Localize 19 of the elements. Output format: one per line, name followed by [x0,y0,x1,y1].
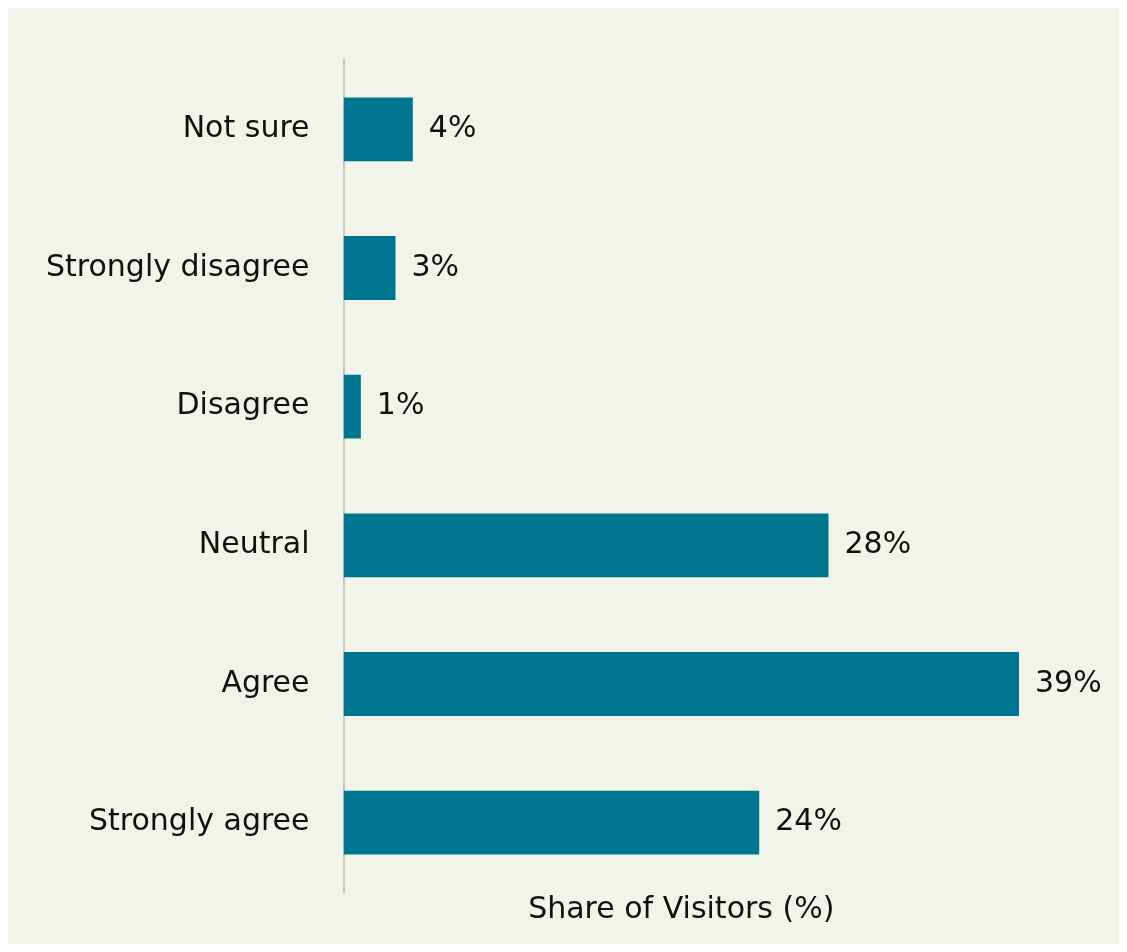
bar [343,374,361,439]
y-tick-label: Strongly agree [88,802,310,838]
data-label: 3% [411,247,460,283]
bar [343,652,1019,716]
y-tick-label: Agree [221,663,310,699]
x-axis-title: Share of Visitors (%) [528,889,835,925]
bar [343,513,829,578]
y-tick-label: Neutral [198,525,310,561]
data-label: 24% [775,802,842,838]
y-tick-label: Not sure [182,109,310,145]
data-label: 39% [1035,663,1102,699]
bar [343,790,760,855]
bar [343,236,396,300]
data-label: 1% [376,386,425,422]
data-label: 4% [428,109,477,145]
data-label: 28% [844,525,912,561]
y-tick-label: Strongly disagree [45,247,310,283]
y-tick-label: Disagree [176,386,310,422]
bar [343,97,413,162]
